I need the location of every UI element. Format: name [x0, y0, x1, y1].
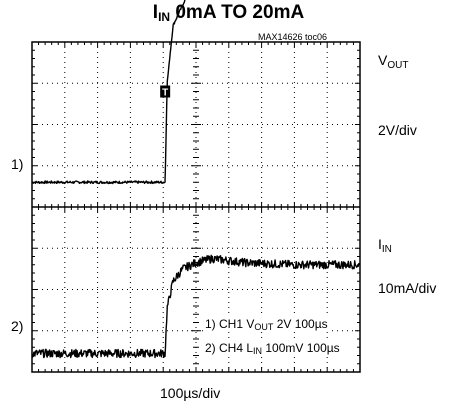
- channel1-scale: 2V/div: [378, 122, 417, 138]
- channel1-name: VOUT: [378, 52, 409, 71]
- channel4-name: IIN: [378, 236, 392, 255]
- x-scale-label: 100µs/div: [160, 385, 221, 401]
- channel1-marker: 1): [11, 156, 24, 172]
- annotation-ch4: 2) CH4 LIN 100mV 100µs: [204, 341, 341, 356]
- trigger-marker: [160, 85, 171, 98]
- annotation-ch1: 1) CH1 VOUT 2V 100µs: [204, 317, 329, 332]
- trace-channel-4: [31, 254, 361, 359]
- channel4-scale: 10mA/div: [378, 280, 437, 296]
- chart-title: IIN 0mA TO 20mA: [152, 2, 305, 24]
- trace-channel-1: [31, 0, 186, 185]
- figure-id: MAX14626 toc06: [258, 32, 328, 42]
- graticule-frame: [31, 41, 361, 373]
- channel4-marker: 2): [11, 318, 24, 334]
- trigger-marker-label: T: [162, 88, 168, 99]
